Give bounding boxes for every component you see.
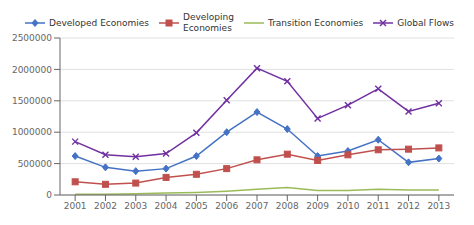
svg-text:500000: 500000	[18, 159, 53, 169]
svg-text:1500000: 1500000	[12, 96, 52, 106]
svg-text:2007: 2007	[246, 201, 269, 211]
svg-text:2013: 2013	[427, 201, 450, 211]
svg-text:0: 0	[46, 190, 52, 200]
svg-text:1000000: 1000000	[12, 127, 52, 137]
svg-text:2000000: 2000000	[12, 65, 52, 75]
svg-text:2006: 2006	[215, 201, 238, 211]
svg-text:2008: 2008	[276, 201, 299, 211]
html-text:Transition Economies: Transition Economies	[268, 17, 364, 28]
html-text:Developing Economies: Developing Economies	[183, 12, 234, 33]
html-text:Global Flows: Global Flows	[397, 17, 454, 28]
svg-text:2003: 2003	[124, 201, 147, 211]
svg-text:2012: 2012	[397, 201, 420, 211]
svg-text:2001: 2001	[64, 201, 87, 211]
svg-text:2500000: 2500000	[12, 33, 52, 43]
html-text:Developed Economies: Developed Economies	[49, 17, 149, 28]
svg-text:2011: 2011	[367, 201, 390, 211]
svg-text:2009: 2009	[306, 201, 329, 211]
svg-text:2010: 2010	[336, 201, 359, 211]
svg-text:2004: 2004	[155, 201, 178, 211]
svg-text:2005: 2005	[185, 201, 208, 211]
svg-text:2002: 2002	[94, 201, 117, 211]
